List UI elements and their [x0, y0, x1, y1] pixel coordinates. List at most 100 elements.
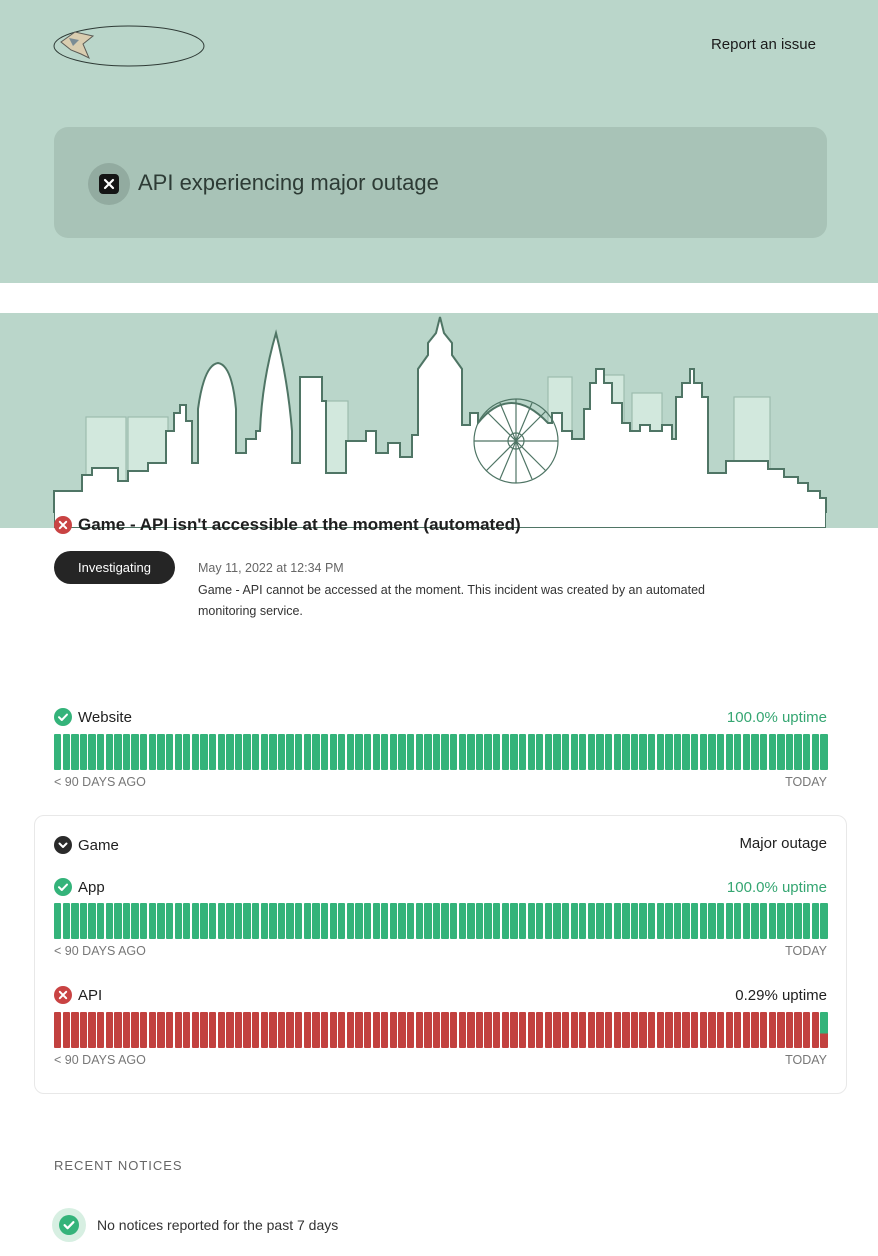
uptime-day-bar[interactable] [346, 903, 355, 939]
uptime-day-bar[interactable] [518, 903, 527, 939]
uptime-day-bar[interactable] [252, 1012, 260, 1048]
uptime-day-bar[interactable] [122, 734, 131, 770]
uptime-day-bar[interactable] [570, 734, 578, 770]
uptime-day-bar[interactable] [587, 903, 596, 939]
uptime-day-bar[interactable] [596, 903, 604, 939]
uptime-day-bar[interactable] [785, 734, 794, 770]
uptime-day-bar[interactable] [639, 1012, 647, 1048]
uptime-day-bar[interactable] [699, 1012, 708, 1048]
uptime-day-bar[interactable] [303, 734, 311, 770]
uptime-day-bar[interactable] [794, 903, 802, 939]
uptime-day-bar[interactable] [467, 734, 475, 770]
uptime-day-bar[interactable] [62, 734, 70, 770]
uptime-day-bar[interactable] [372, 903, 380, 939]
uptime-day-bar[interactable] [622, 734, 630, 770]
uptime-day-bar[interactable] [398, 903, 406, 939]
uptime-day-bar[interactable] [131, 1012, 139, 1048]
uptime-day-bar[interactable] [716, 903, 725, 939]
uptime-day-bar[interactable] [734, 1012, 742, 1048]
uptime-day-bar[interactable] [415, 734, 423, 770]
uptime-day-bar[interactable] [148, 734, 157, 770]
uptime-day-bar[interactable] [71, 1012, 79, 1048]
uptime-day-bar[interactable] [269, 1012, 277, 1048]
uptime-day-bar[interactable] [596, 1012, 604, 1048]
uptime-day-bar[interactable] [165, 903, 174, 939]
uptime-day-bar[interactable] [381, 1012, 389, 1048]
uptime-day-bar[interactable] [673, 1012, 682, 1048]
uptime-day-bar[interactable] [243, 1012, 251, 1048]
uptime-day-bar[interactable] [716, 1012, 725, 1048]
uptime-day-bar[interactable] [88, 1012, 96, 1048]
uptime-day-bar[interactable] [536, 903, 544, 939]
uptime-day-bar[interactable] [54, 734, 62, 770]
uptime-day-bar[interactable] [381, 903, 389, 939]
uptime-day-bar[interactable] [131, 903, 139, 939]
uptime-day-bar[interactable] [260, 1012, 268, 1048]
uptime-day-bar[interactable] [424, 903, 432, 939]
uptime-day-bar[interactable] [527, 1012, 535, 1048]
uptime-day-bar[interactable] [605, 903, 613, 939]
uptime-day-bar[interactable] [406, 903, 415, 939]
uptime-day-bar[interactable] [312, 903, 320, 939]
uptime-day-bar[interactable] [140, 903, 148, 939]
uptime-day-bar[interactable] [88, 734, 96, 770]
uptime-day-bar[interactable] [355, 734, 363, 770]
uptime-day-bar[interactable] [312, 1012, 320, 1048]
uptime-day-bar[interactable] [759, 903, 768, 939]
uptime-day-bar[interactable] [62, 1012, 70, 1048]
uptime-day-bar[interactable] [450, 1012, 458, 1048]
uptime-day-bar[interactable] [260, 734, 268, 770]
uptime-day-bar[interactable] [183, 1012, 191, 1048]
uptime-day-bar[interactable] [458, 903, 466, 939]
uptime-day-bar[interactable] [630, 734, 639, 770]
uptime-day-bar[interactable] [553, 1012, 561, 1048]
uptime-day-bar[interactable] [458, 1012, 466, 1048]
uptime-day-bar[interactable] [777, 1012, 785, 1048]
uptime-day-bar[interactable] [208, 1012, 217, 1048]
uptime-day-bar[interactable] [587, 734, 596, 770]
uptime-day-bar[interactable] [665, 903, 673, 939]
uptime-day-bar[interactable] [338, 734, 346, 770]
uptime-day-bar[interactable] [467, 1012, 475, 1048]
uptime-day-bar[interactable] [424, 734, 432, 770]
uptime-day-bar[interactable] [355, 903, 363, 939]
uptime-day-bar[interactable] [734, 903, 742, 939]
uptime-day-bar[interactable] [484, 903, 492, 939]
uptime-day-bar[interactable] [183, 903, 191, 939]
uptime-day-bar[interactable] [320, 903, 329, 939]
uptime-day-bar[interactable] [277, 734, 286, 770]
uptime-day-bar[interactable] [656, 1012, 664, 1048]
uptime-day-bar[interactable] [682, 903, 690, 939]
uptime-day-bar[interactable] [820, 734, 828, 770]
uptime-day-bar[interactable] [79, 903, 88, 939]
uptime-day-bar[interactable] [105, 1012, 113, 1048]
uptime-day-bar[interactable] [768, 734, 776, 770]
uptime-day-bar[interactable] [165, 1012, 174, 1048]
uptime-day-bar[interactable] [277, 1012, 286, 1048]
uptime-day-bar[interactable] [553, 734, 561, 770]
uptime-day-bar[interactable] [424, 1012, 432, 1048]
uptime-day-bar[interactable] [243, 903, 251, 939]
uptime-day-bar[interactable] [234, 903, 243, 939]
uptime-day-bar[interactable] [286, 734, 294, 770]
uptime-day-bar[interactable] [501, 1012, 509, 1048]
uptime-day-bar[interactable] [725, 734, 733, 770]
uptime-day-bar[interactable] [501, 734, 509, 770]
uptime-day-bar[interactable] [329, 1012, 337, 1048]
uptime-day-bar[interactable] [475, 903, 484, 939]
uptime-day-bar[interactable] [475, 1012, 484, 1048]
uptime-day-bar[interactable] [716, 734, 725, 770]
uptime-day-bar[interactable] [742, 734, 751, 770]
uptime-day-bar[interactable] [467, 903, 475, 939]
uptime-day-bar[interactable] [398, 1012, 406, 1048]
uptime-day-bar[interactable] [269, 903, 277, 939]
uptime-day-bar[interactable] [613, 734, 621, 770]
uptime-day-bar[interactable] [691, 1012, 699, 1048]
uptime-day-bar[interactable] [561, 1012, 570, 1048]
uptime-day-bar[interactable] [329, 903, 337, 939]
uptime-day-bar[interactable] [518, 734, 527, 770]
uptime-day-bar[interactable] [570, 903, 578, 939]
uptime-day-bar[interactable] [699, 903, 708, 939]
uptime-day-bar[interactable] [200, 1012, 208, 1048]
uptime-day-bar[interactable] [260, 903, 268, 939]
